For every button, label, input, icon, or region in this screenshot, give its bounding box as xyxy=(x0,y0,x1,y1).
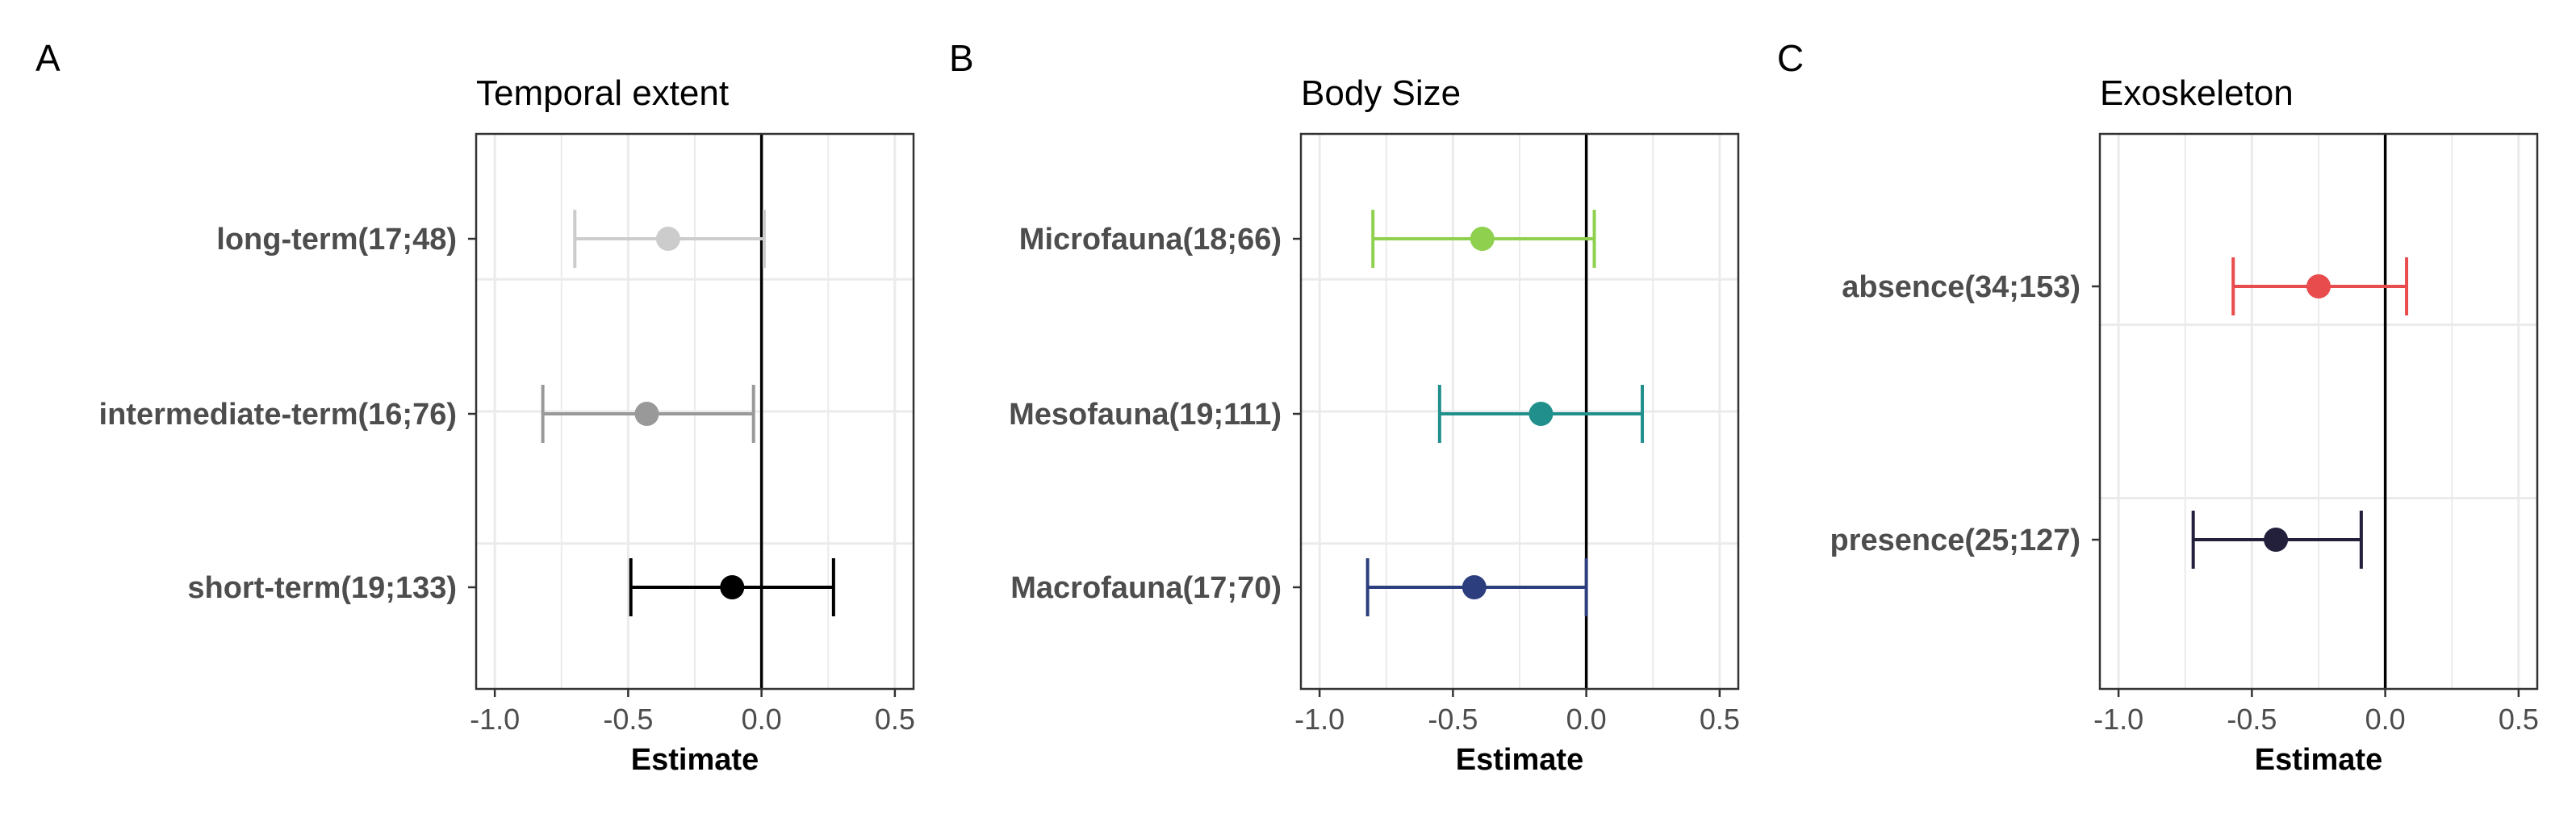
estimate-point xyxy=(1462,575,1487,599)
x-tick-label: 0.5 xyxy=(1700,703,1740,736)
estimate-point xyxy=(1528,402,1554,426)
x-tick-label: -1.0 xyxy=(470,703,520,736)
panel-letter: B xyxy=(949,37,974,79)
panel-title: Exoskeleton xyxy=(2100,73,2294,113)
estimate-point xyxy=(2264,528,2289,552)
category-label: Macrofauna(17;70) xyxy=(1010,571,1282,605)
x-tick-label: -1.0 xyxy=(2093,703,2143,736)
estimate-point xyxy=(655,227,680,251)
plot-frame xyxy=(475,132,915,691)
category-label: long-term(17;48) xyxy=(216,223,457,257)
estimate-row xyxy=(2191,511,2363,569)
x-tick-label: 0.5 xyxy=(2499,703,2539,736)
estimate-row xyxy=(1371,210,1596,268)
x-tick-label: -0.5 xyxy=(2227,703,2277,736)
estimate-row xyxy=(629,558,835,616)
x-tick-label: -0.5 xyxy=(603,703,653,736)
x-axis-title: Estimate xyxy=(631,743,759,777)
category-label: Microfauna(18;66) xyxy=(1019,223,1282,257)
estimate-row xyxy=(1365,558,1588,616)
panel-a: A Temporal extent long-term(17;48) intermed… xyxy=(36,37,915,777)
estimate-point xyxy=(2306,274,2331,298)
estimate-row xyxy=(541,385,755,443)
x-tick-label: 0.0 xyxy=(1566,703,1607,736)
estimate-row xyxy=(573,210,766,268)
x-tick-label: 0.0 xyxy=(2365,703,2406,736)
panel-letter: A xyxy=(36,37,61,79)
x-axis-title: Estimate xyxy=(1456,743,1583,777)
panel-title: Body Size xyxy=(1301,73,1461,113)
estimate-point xyxy=(634,402,659,426)
category-label: Mesofauna(19;111) xyxy=(1009,398,1282,432)
estimate-point xyxy=(720,575,745,599)
panel-title: Temporal extent xyxy=(476,73,729,113)
category-label: absence(34;153) xyxy=(1842,270,2080,304)
x-axis-title: Estimate xyxy=(2255,743,2382,777)
estimate-row xyxy=(2231,257,2409,315)
x-tick-label: -0.5 xyxy=(1428,703,1478,736)
plot-frame xyxy=(1299,132,1740,691)
x-tick-label: 0.0 xyxy=(742,703,782,736)
x-tick-label: 0.5 xyxy=(875,703,915,736)
category-label: presence(25;127) xyxy=(1830,524,2080,557)
x-tick-label: -1.0 xyxy=(1294,703,1344,736)
category-label: short-term(19;133) xyxy=(187,571,457,605)
panel-c: C Exoskeleton absence(34;153) presence(25;1… xyxy=(1777,37,2539,777)
estimate-row xyxy=(1437,385,1645,443)
estimate-point xyxy=(1470,227,1495,251)
plot-frame xyxy=(2098,132,2539,691)
panel-b: B Body Size Microfauna(18;66) Mesofauna(19;… xyxy=(949,37,1740,777)
category-label: intermediate-term(16;76) xyxy=(99,398,457,432)
panel-letter: C xyxy=(1777,37,1804,79)
